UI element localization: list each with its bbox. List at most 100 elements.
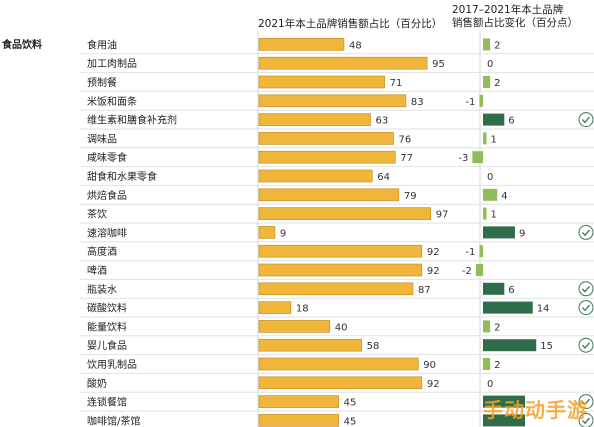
watermark: 手动动手游 (483, 398, 588, 422)
category-label: 维生素和膳食补充剂 (87, 114, 177, 127)
category-label: 烘焙食品 (87, 189, 127, 202)
change-bar (483, 320, 491, 333)
change-value-label: 0 (487, 172, 493, 183)
change-bar (483, 282, 505, 295)
change-bar (483, 38, 491, 51)
share-value-label: 90 (423, 360, 436, 371)
category-label: 米饭和面条 (87, 95, 137, 108)
share-value-label: 92 (427, 379, 440, 390)
check-icon-mark (582, 417, 590, 425)
category-label: 茶饮 (87, 208, 107, 221)
share-bar (258, 357, 419, 371)
category-label: 速溶咖啡 (87, 226, 127, 239)
change-value-label: 2 (494, 78, 500, 89)
share-bar (258, 207, 431, 220)
category-label: 高度酒 (87, 245, 117, 258)
share-bar (258, 282, 414, 296)
change-value-label: 9 (519, 228, 525, 239)
share-bar (258, 113, 371, 126)
change-value-label: 2 (494, 40, 500, 51)
category-label: 啤酒 (87, 265, 107, 277)
category-label: 食用油 (87, 38, 117, 51)
change-bar (483, 226, 515, 239)
change-bar (479, 94, 483, 107)
change-value-label: -3 (458, 153, 468, 164)
change-bar (479, 245, 483, 258)
share-bar (258, 301, 292, 314)
change-value-label: 4 (501, 191, 507, 202)
check-icon-mark (582, 342, 590, 349)
change-value-label: 2 (494, 322, 500, 333)
share-value-label: 83 (411, 97, 424, 108)
share-value-label: 45 (344, 398, 357, 409)
check-icon (578, 281, 594, 297)
share-value-label: 48 (349, 40, 362, 51)
change-value-label: -2 (462, 266, 472, 277)
change-value-label: 14 (537, 304, 550, 315)
share-value-label: 45 (344, 416, 357, 427)
check-icon (578, 300, 594, 316)
share-value-label: 77 (400, 153, 413, 164)
category-label: 调味品 (87, 133, 117, 145)
change-value-label: 15 (540, 341, 553, 352)
change-bar (483, 188, 498, 201)
category-label: 瓶装水 (87, 283, 117, 296)
chart-title-share: 2021年本土品牌销售额占比（百分比） (258, 17, 442, 30)
check-icon-mark (582, 398, 590, 406)
check-icon (578, 337, 594, 353)
share-bar (258, 414, 339, 427)
share-value-label: 71 (390, 78, 403, 89)
share-bar (258, 376, 423, 390)
share-value-label: 92 (427, 266, 440, 277)
share-value-label: 76 (399, 134, 412, 145)
check-icon (578, 112, 594, 128)
category-label: 加工肉制品 (87, 57, 137, 70)
share-value-label: 9 (280, 228, 286, 239)
category-label: 婴儿食品 (87, 339, 127, 352)
check-icon (578, 412, 594, 427)
share-bar (258, 263, 423, 277)
change-value-label: 6 (508, 116, 514, 127)
category-label: 酸奶 (87, 377, 107, 390)
share-bar (258, 38, 345, 51)
check-icon-mark (582, 285, 590, 293)
share-bar (258, 169, 373, 183)
category-label: 饮用乳制品 (87, 358, 137, 371)
share-value-label: 58 (367, 341, 380, 352)
check-icon-mark (582, 304, 590, 312)
change-bar (483, 358, 491, 370)
change-value-label: 6 (508, 285, 514, 296)
change-value-label: -1 (465, 97, 475, 108)
change-bar (472, 151, 483, 164)
share-value-label: 64 (377, 172, 390, 183)
share-bar (258, 75, 385, 89)
change-value-label: 2 (494, 360, 500, 371)
share-bar (258, 395, 339, 408)
check-icon (578, 224, 594, 240)
change-value-label: 0 (487, 379, 493, 390)
share-bar (258, 338, 362, 352)
share-bar (258, 320, 331, 333)
share-bar (258, 56, 428, 70)
share-value-label: 97 (436, 210, 449, 221)
change-bar (483, 207, 487, 220)
share-value-label: 79 (404, 191, 417, 202)
share-bar (258, 244, 423, 258)
share-value-label: 63 (376, 116, 389, 127)
check-icon-mark (582, 116, 590, 124)
group-label: 食品饮料 (1, 38, 42, 51)
change-bar (483, 113, 505, 126)
change-bar (483, 395, 525, 408)
share-bar (258, 188, 400, 202)
share-bar (258, 94, 407, 108)
category-label: 咖啡馆/茶馆 (87, 414, 140, 427)
category-label: 甜食和水果零食 (87, 170, 157, 183)
chart-title-change: 2017–2021年本土品牌销售额占比变化（百分点） (452, 3, 578, 29)
check-icon (578, 394, 594, 410)
share-bar (258, 132, 394, 145)
change-value-label: 0 (487, 59, 493, 70)
category-label: 连锁餐馆 (87, 396, 127, 409)
share-bar (258, 226, 276, 239)
check-icon-mark (582, 229, 590, 237)
category-label: 碳酸饮料 (87, 302, 127, 315)
